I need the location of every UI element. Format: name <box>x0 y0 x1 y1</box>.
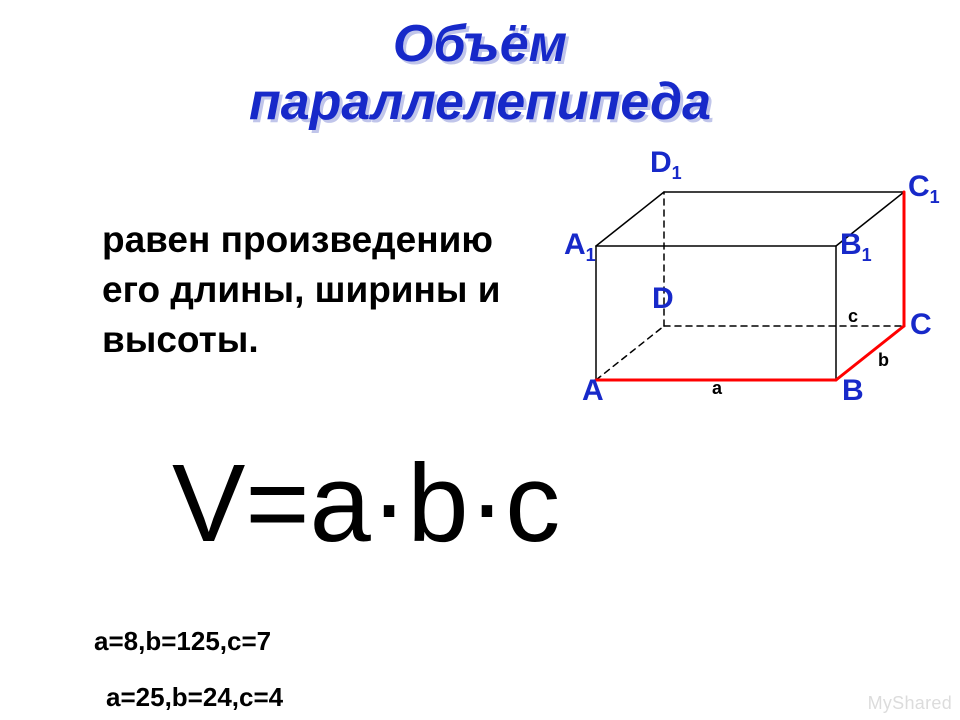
title-line-2: параллелепипеда параллелепипеда <box>0 72 960 132</box>
formula: V=a·b·c <box>172 440 560 567</box>
vertex-label: A1 <box>564 228 596 266</box>
vertex-label: D1 <box>650 146 682 184</box>
vertex-label: D <box>652 282 674 316</box>
watermark: MyShared <box>868 693 952 714</box>
example-1: a=8,b=125,c=7 <box>94 626 271 657</box>
dimension-label: a <box>712 378 722 399</box>
vertex-label: C <box>910 308 932 342</box>
explanation-text: равен произведению его длины, ширины и в… <box>102 215 522 365</box>
slide: { "title": { "line1": "Объём", "line2": … <box>0 0 960 720</box>
example-2: a=25,b=24,c=4 <box>106 682 283 713</box>
dimension-label: b <box>878 350 889 371</box>
vertex-label: A <box>582 374 604 408</box>
vertex-label: B <box>842 374 864 408</box>
dimension-label: c <box>848 306 858 327</box>
parallelepiped-diagram: A B C D A1 B1 C1 D1 a b c <box>552 138 952 438</box>
title-line-1: Объём Объём <box>0 14 960 74</box>
vertex-label: C1 <box>908 170 940 208</box>
vertex-label: B1 <box>840 228 872 266</box>
